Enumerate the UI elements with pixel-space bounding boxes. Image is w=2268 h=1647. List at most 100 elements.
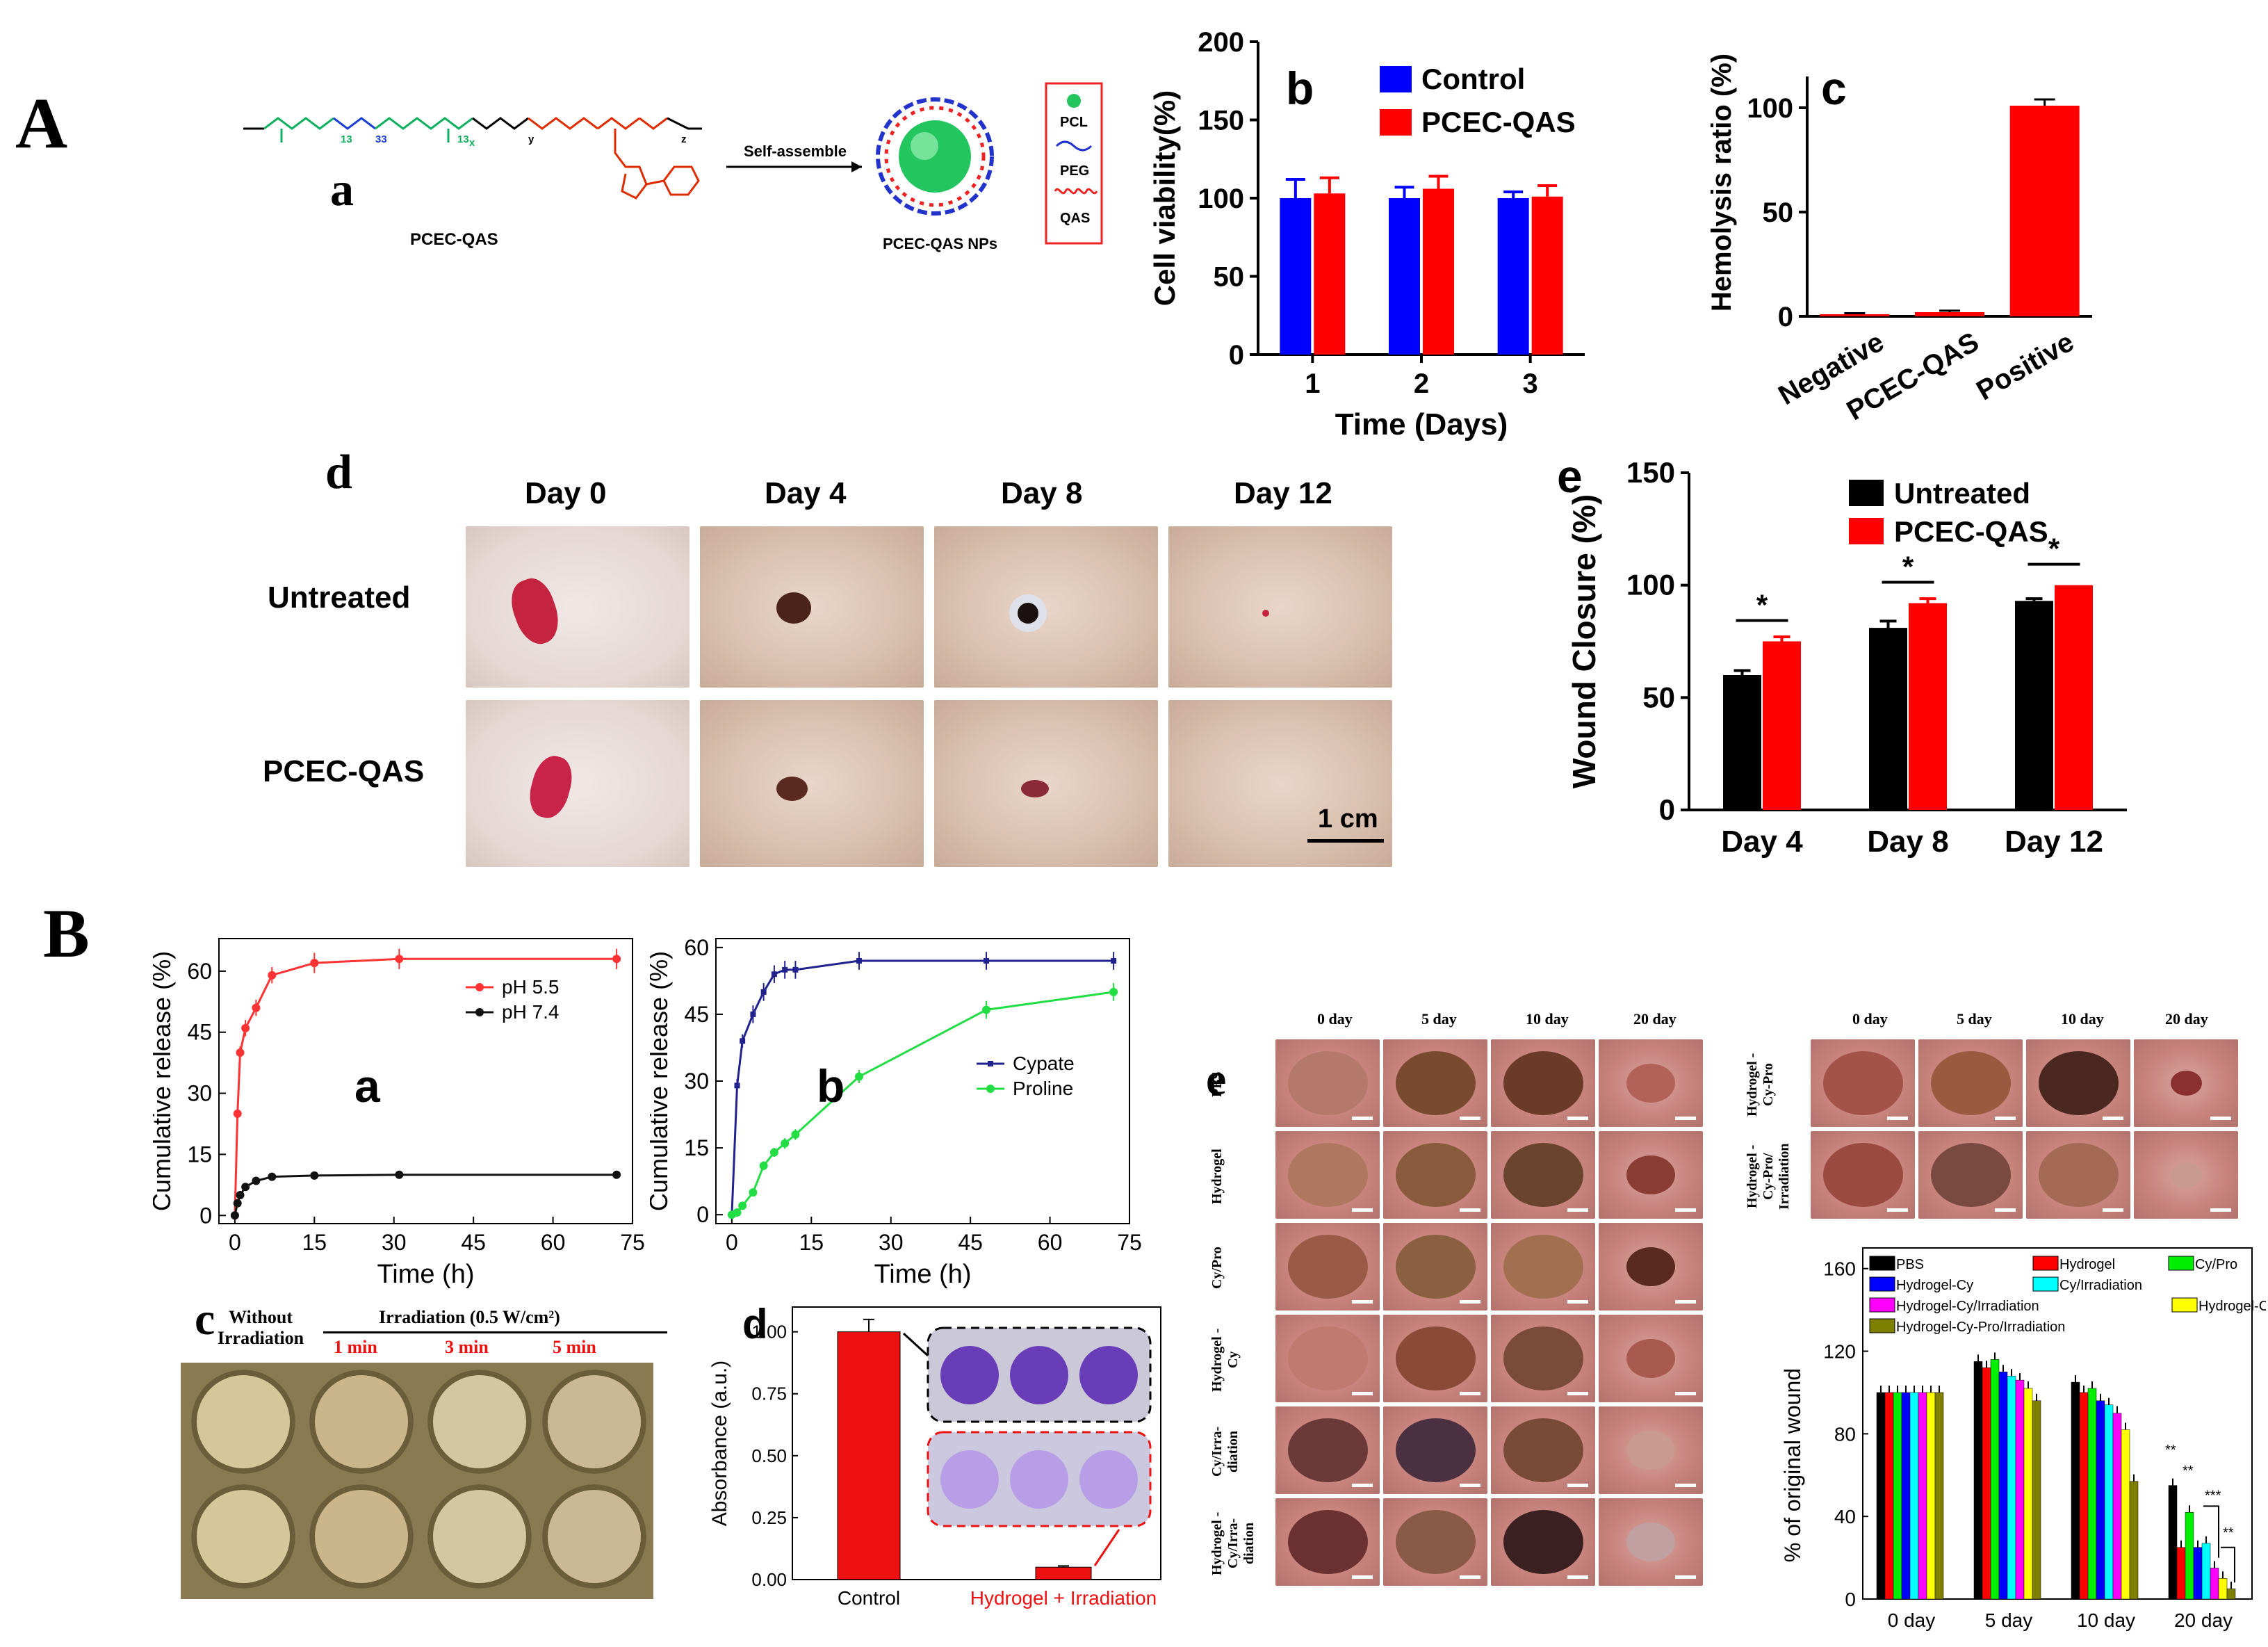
legend-swatch	[1380, 109, 1412, 136]
legend-label: Hydrogel-Cy	[1896, 1278, 1973, 1293]
x-axis-label: Time (h)	[377, 1260, 474, 1289]
y-tick-label: 60	[187, 959, 212, 984]
row-label: Cy/Irra- diation	[1209, 1426, 1241, 1477]
data-point	[612, 955, 621, 964]
wound-photo	[934, 526, 1158, 688]
x-tick-label: 20 day	[2174, 1609, 2233, 1631]
wound-photo	[1383, 1315, 1487, 1402]
well-plate-photo	[181, 1363, 653, 1599]
well-icon	[1079, 1450, 1138, 1509]
well-icon	[940, 1450, 999, 1509]
time-label: 3 min	[445, 1337, 489, 1357]
wound-photo	[1383, 1223, 1487, 1311]
bar	[1909, 1392, 1919, 1600]
y-tick-label: 0	[1778, 302, 1793, 332]
col-label: Day 12	[1234, 476, 1332, 510]
row-label: Hydrogel -Cy/Irra- diation	[1209, 1511, 1257, 1575]
wound-photo	[1599, 1131, 1703, 1219]
chart-release-cypate-proline: 0 15 30 45 60 75 0 15 30 45 60 Time (h) Cumulative r…	[650, 935, 1142, 1289]
bar	[2104, 1404, 2114, 1600]
x-tick-label: 75	[620, 1230, 645, 1255]
wound-photo-grid-B-left: 0 day 5 day 10 day 20 day PBS Hydrogel Cy/…	[1209, 1005, 1731, 1596]
y-tick-label: 0.50	[751, 1445, 787, 1466]
wound-photo	[1599, 1406, 1703, 1494]
wound-photo	[1811, 1039, 1915, 1127]
bar	[1909, 603, 1947, 810]
data-point	[1109, 987, 1118, 996]
without-irradiation-label: Without Irradiation	[217, 1307, 304, 1348]
wound-photo	[2026, 1131, 2130, 1219]
y-tick-label: 0	[696, 1202, 709, 1227]
y-tick-label: 100	[1747, 93, 1793, 124]
bar	[1280, 198, 1312, 355]
data-point	[738, 1201, 747, 1210]
col-label: 0 day	[1317, 1010, 1353, 1028]
y-tick-label: 50	[1214, 262, 1245, 293]
wound-photo	[466, 526, 690, 688]
x-tick-label: Day 4	[1721, 825, 1803, 859]
legend-label: Hydrogel-Cy/Irradiation	[1896, 1299, 2039, 1314]
data-point	[233, 1109, 242, 1118]
wound-photo	[1599, 1315, 1703, 1402]
y-axis-label: Cell viability(%)	[1148, 90, 1181, 306]
x-tick-label: Day 8	[1867, 825, 1948, 859]
y-tick-label: 150	[1198, 106, 1244, 136]
wound-photo	[1918, 1131, 2023, 1219]
legend-label: Untreated	[1894, 477, 2030, 510]
bar	[2210, 1568, 2219, 1600]
y-tick-label: 200	[1198, 27, 1244, 58]
bar	[837, 1331, 901, 1580]
col-label: 20 day	[2165, 1010, 2208, 1028]
data-point	[856, 958, 862, 964]
row-label: Hydrogel -Cy-Pro/ Irradiation	[1745, 1143, 1792, 1210]
col-label: 20 day	[1633, 1010, 1676, 1028]
y-axis-label: % of original wound	[1780, 1368, 1805, 1562]
x-tick-label: 5 day	[1985, 1609, 2033, 1631]
data-point	[310, 959, 319, 968]
y-tick-label: 60	[684, 935, 709, 960]
wound-photo	[1599, 1498, 1703, 1586]
x-tick-label: Hydrogel + Irradiation	[970, 1587, 1157, 1609]
data-point	[733, 1208, 742, 1217]
data-point	[792, 966, 799, 973]
data-point	[740, 1038, 746, 1044]
bar	[2087, 1388, 2097, 1600]
y-tick-label: 15	[187, 1142, 212, 1167]
legend-label: Hydrogel-Cy-Pro	[2198, 1299, 2266, 1314]
sub-letter-Aa: a	[330, 163, 354, 216]
bar	[1763, 641, 1801, 810]
svg-text:z: z	[681, 133, 687, 145]
data-point	[252, 1176, 261, 1185]
data-point	[1111, 958, 1117, 964]
y-tick-label: 0	[1659, 793, 1675, 826]
wound-photo	[2134, 1131, 2238, 1219]
data-point	[769, 1148, 778, 1157]
wound-photo	[1491, 1406, 1595, 1494]
significance-mark: **	[2165, 1443, 2176, 1458]
bar	[1876, 1392, 1886, 1600]
y-tick-label: 100	[1198, 184, 1244, 214]
x-tick-label: 0	[726, 1230, 738, 1255]
data-point	[984, 958, 990, 964]
wound-photo	[700, 700, 924, 867]
data-point	[241, 1183, 250, 1192]
bar	[2218, 1578, 2228, 1600]
series-line	[234, 1174, 617, 1216]
x-tick-label: 10 day	[2077, 1609, 2135, 1631]
data-point	[771, 971, 777, 977]
data-point	[268, 1172, 277, 1181]
data-point	[241, 1023, 250, 1032]
bar	[1423, 188, 1454, 355]
arrow-head-icon	[851, 161, 862, 172]
legend-peg: PEG	[1060, 163, 1089, 179]
wound-photo	[1599, 1223, 1703, 1311]
bar	[1973, 1361, 1983, 1600]
sub-letter-Ac: c	[1821, 63, 1847, 114]
legend-label: Cypate	[1013, 1053, 1075, 1074]
bar	[1901, 1392, 1911, 1600]
y-tick-label: 160	[1823, 1258, 1856, 1280]
data-point	[750, 1011, 756, 1017]
bar	[1531, 196, 1563, 355]
time-label: 1 min	[334, 1337, 377, 1357]
